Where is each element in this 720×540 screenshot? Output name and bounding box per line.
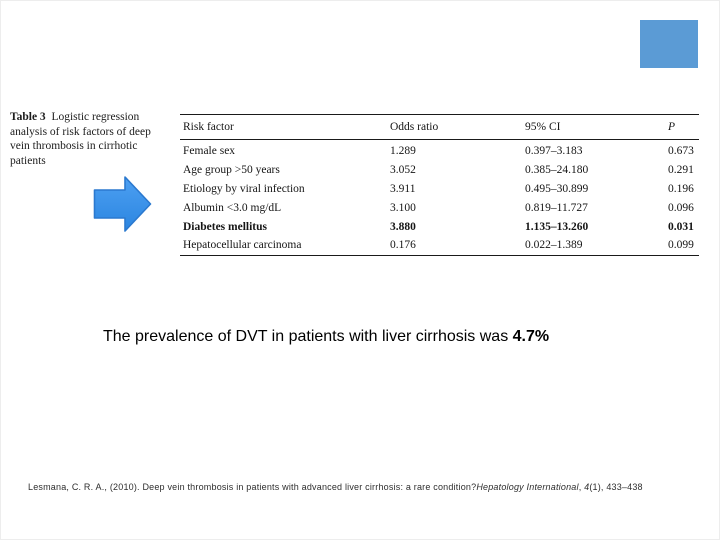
logistic-regression-table: Risk factor Odds ratio 95% CI P Female s… <box>180 114 699 256</box>
prevalence-value: 4.7% <box>512 328 550 345</box>
risk-factor-table: Risk factor Odds ratio 95% CI P Female s… <box>180 114 699 256</box>
table-row: Etiology by viral infection 3.911 0.495–… <box>180 180 699 199</box>
column-header-odds-ratio: Odds ratio <box>390 114 525 140</box>
cell-p-value: 0.291 <box>668 164 694 177</box>
cell-odds-ratio: 3.880 <box>390 220 416 233</box>
caption-table-number: Table 3 <box>10 111 46 123</box>
table-row: Albumin <3.0 mg/dL 3.100 0.819–11.727 0.… <box>180 198 699 217</box>
cell-odds-ratio: 1.289 <box>390 145 416 158</box>
cell-odds-ratio: 3.911 <box>390 182 416 195</box>
cell-risk-factor: Diabetes mellitus <box>183 220 268 233</box>
table-header-row: Risk factor Odds ratio 95% CI P <box>180 114 699 140</box>
cell-p-value: 0.096 <box>668 201 694 214</box>
right-arrow-shape <box>93 176 152 232</box>
table-row: Female sex 1.289 0.397–3.183 0.673 <box>180 140 699 161</box>
caption-line: Table 3 Logistic regression <box>10 110 186 125</box>
cell-ci: 1.135–13.260 <box>525 220 589 233</box>
column-header-p-value: P <box>668 114 699 140</box>
cell-ci: 0.495–30.899 <box>525 182 589 195</box>
cell-risk-factor: Albumin <3.0 mg/dL <box>183 201 282 214</box>
caption-line1-text: Logistic regression <box>45 111 140 123</box>
table-caption: Table 3 Logistic regression analysis of … <box>10 110 186 168</box>
cell-odds-ratio: 3.100 <box>390 201 416 214</box>
citation-separator: , <box>578 482 585 492</box>
cell-p-value: 0.196 <box>668 182 694 195</box>
citation-text: Lesmana, C. R. A., (2010). Deep vein thr… <box>28 482 643 492</box>
corner-accent-rect <box>640 20 698 68</box>
cell-ci: 0.819–11.727 <box>525 201 588 214</box>
cell-p-value: 0.031 <box>668 220 694 233</box>
cell-ci: 0.397–3.183 <box>525 145 583 158</box>
citation-volume: 4 <box>584 482 590 492</box>
citation-journal: Hepatology International <box>476 482 579 492</box>
table-row-significant: Diabetes mellitus 3.880 1.135–13.260 0.0… <box>180 217 699 236</box>
cell-p-value: 0.673 <box>668 145 694 158</box>
cell-risk-factor: Female sex <box>183 145 236 158</box>
column-header-ci: 95% CI <box>525 114 668 140</box>
caption-line: analysis of risk factors of deep <box>10 125 151 138</box>
cell-ci: 0.022–1.389 <box>525 239 583 252</box>
column-header-risk-factor: Risk factor <box>180 114 390 140</box>
key-finding-body: The prevalence of DVT in patients with l… <box>103 328 513 345</box>
table-row: Hepatocellular carcinoma 0.176 0.022–1.3… <box>180 236 699 255</box>
key-finding-text: The prevalence of DVT in patients with l… <box>103 327 549 346</box>
table-row: Age group >50 years 3.052 0.385–24.180 0… <box>180 161 699 180</box>
citation-pages: (1), 433–438 <box>589 482 643 492</box>
right-arrow-icon <box>93 175 153 233</box>
cell-odds-ratio: 0.176 <box>390 239 416 252</box>
citation-authors-title: Lesmana, C. R. A., (2010). Deep vein thr… <box>28 482 477 492</box>
caption-line: vein thrombosis in cirrhotic <box>10 140 138 152</box>
caption-line: patients <box>10 154 46 167</box>
cell-p-value: 0.099 <box>668 239 694 252</box>
cell-risk-factor: Hepatocellular carcinoma <box>183 239 302 252</box>
cell-odds-ratio: 3.052 <box>390 164 416 177</box>
cell-risk-factor: Etiology by viral infection <box>183 182 305 195</box>
cell-ci: 0.385–24.180 <box>525 164 589 177</box>
cell-risk-factor: Age group >50 years <box>183 164 280 177</box>
